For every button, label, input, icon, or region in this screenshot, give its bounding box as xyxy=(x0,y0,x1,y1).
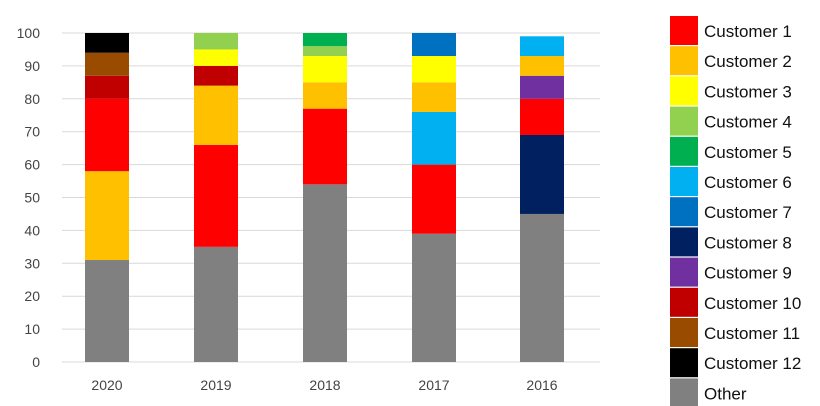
y-tick-label: 0 xyxy=(32,354,40,370)
legend-swatch xyxy=(670,227,698,257)
bar-segment-2017-customer-3 xyxy=(412,56,456,83)
legend-label: Customer 10 xyxy=(704,294,801,313)
legend-label: Customer 5 xyxy=(704,143,792,162)
legend-label: Customer 3 xyxy=(704,82,792,101)
legend-label: Other xyxy=(704,384,747,403)
y-tick-label: 50 xyxy=(24,190,40,206)
legend-label: Customer 1 xyxy=(704,22,792,41)
bar-segment-2018-customer-1 xyxy=(303,108,347,185)
bar-segment-2018-other xyxy=(303,184,347,362)
legend-swatch xyxy=(670,16,698,45)
legend-label: Customer 2 xyxy=(704,52,792,71)
y-tick-label: 80 xyxy=(24,91,40,107)
bar-segment-2020-customer-10 xyxy=(85,75,129,99)
bar-segment-2019-other xyxy=(194,246,238,362)
legend-swatch xyxy=(670,106,698,136)
bar-segment-2016-customer-9 xyxy=(520,75,564,99)
legend-label: Customer 9 xyxy=(704,264,792,283)
legend-swatch xyxy=(670,348,698,378)
y-axis: 0 10 20 30 40 50 60 70 80 90 100 xyxy=(17,25,41,370)
bar-segment-2020-other xyxy=(85,260,129,362)
bar-segment-2019-customer-3 xyxy=(194,49,238,66)
x-tick-label: 2019 xyxy=(200,377,231,393)
bar-segment-2016-customer-8 xyxy=(520,134,564,214)
x-tick-label: 2020 xyxy=(91,377,122,393)
legend-label: Customer 6 xyxy=(704,173,792,192)
y-tick-label: 60 xyxy=(24,157,40,173)
bar-segment-2017-customer-1 xyxy=(412,164,456,234)
legend-swatch xyxy=(670,136,698,166)
bar-segment-2019-customer-10 xyxy=(194,65,238,86)
bar-segment-2016-other xyxy=(520,213,564,362)
y-tick-label: 10 xyxy=(24,321,40,337)
bar-segment-2020-customer-12 xyxy=(85,33,129,53)
bar-segment-2017-other xyxy=(412,233,456,362)
bar-segment-2017-customer-6 xyxy=(412,111,456,165)
legend: Customer 1 Customer 2 Customer 3 Customer 4… xyxy=(670,16,801,406)
legend-swatch xyxy=(670,167,698,196)
bar-segment-2020-customer-2 xyxy=(85,171,129,261)
bar-segment-2020-customer-1 xyxy=(85,98,129,172)
legend-swatch xyxy=(670,318,698,347)
bar-segment-2016-customer-6 xyxy=(520,36,564,57)
y-tick-label: 70 xyxy=(24,124,40,140)
bar-segment-2017-customer-7 xyxy=(412,33,456,57)
legend-label: Customer 11 xyxy=(704,324,800,343)
bar-segment-2019-customer-2 xyxy=(194,85,238,145)
bar-segment-2017-customer-2 xyxy=(412,82,456,112)
bar-segment-2019-customer-4 xyxy=(194,33,238,50)
bar-segment-2018-customer-3 xyxy=(303,56,347,83)
legend-label: Customer 7 xyxy=(704,203,792,222)
bar-segment-2019-customer-1 xyxy=(194,144,238,247)
x-tick-label: 2016 xyxy=(526,377,557,393)
y-tick-label: 90 xyxy=(24,58,40,74)
bar-segment-2018-customer-4 xyxy=(303,46,347,57)
y-tick-label: 20 xyxy=(24,288,40,304)
bar-segment-2016-customer-1 xyxy=(520,98,564,135)
bars xyxy=(85,33,564,362)
legend-label: Customer 12 xyxy=(704,354,801,373)
legend-swatch xyxy=(670,197,698,227)
y-tick-label: 30 xyxy=(24,255,40,271)
legend-swatch xyxy=(670,287,698,317)
bar-segment-2020-customer-11 xyxy=(85,52,129,76)
y-tick-label: 100 xyxy=(17,25,41,41)
bar-segment-2016-customer-2 xyxy=(520,56,564,76)
legend-label: Customer 4 xyxy=(704,113,792,132)
bar-segment-2018-customer-2 xyxy=(303,82,347,109)
y-tick-label: 40 xyxy=(24,222,40,238)
x-tick-label: 2017 xyxy=(418,377,449,393)
x-tick-label: 2018 xyxy=(309,377,340,393)
legend-label: Customer 8 xyxy=(704,233,792,252)
legend-swatch xyxy=(670,76,698,106)
bar-segment-2018-customer-5 xyxy=(303,33,347,47)
legend-swatch xyxy=(670,46,698,76)
x-axis: 2020 2019 2018 2017 2016 xyxy=(91,377,557,393)
legend-swatch xyxy=(670,378,698,406)
legend-swatch xyxy=(670,257,698,287)
